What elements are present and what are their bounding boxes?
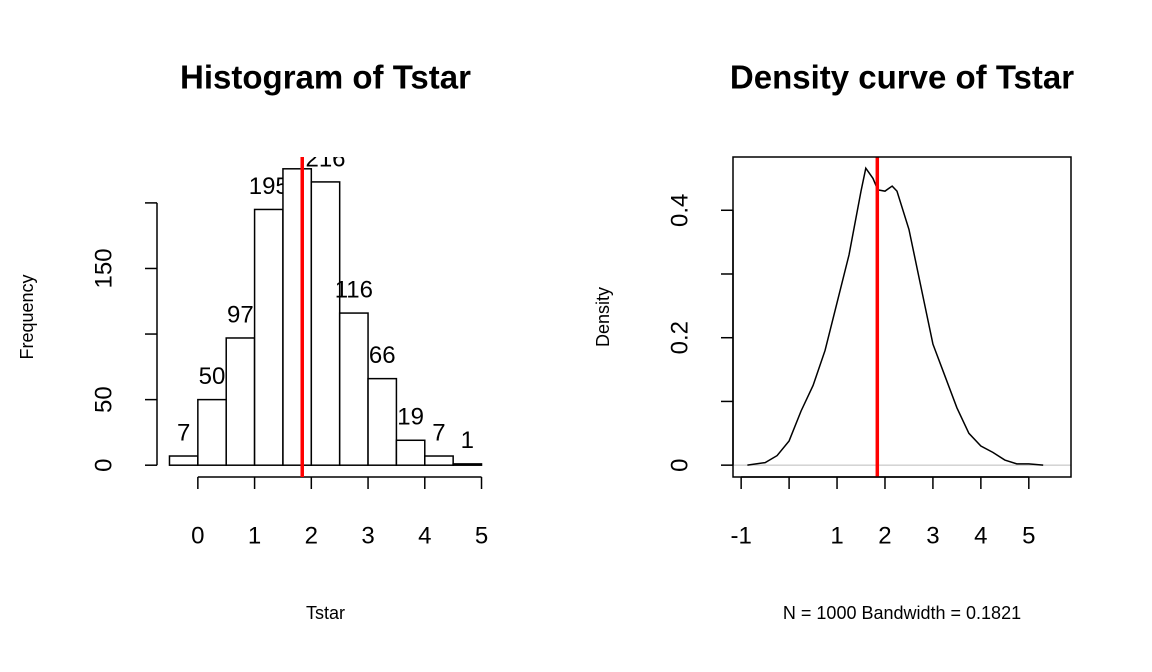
x-tick-label: 2 — [878, 522, 891, 549]
bar-value-label: 19 — [397, 404, 424, 431]
x-tick-label: 3 — [926, 522, 939, 549]
bar-value-label: 195 — [249, 173, 289, 200]
bar-value-label: 7 — [432, 419, 445, 446]
density-line — [747, 166, 1044, 466]
y-tick-label: 0 — [666, 458, 693, 471]
y-axis-label: Density — [593, 287, 613, 347]
bar — [197, 398, 227, 466]
x-tick-label: 3 — [361, 522, 374, 549]
bar — [424, 455, 454, 466]
bar-value-label: 216 — [305, 145, 345, 172]
bar-value-label: 226 — [277, 132, 317, 159]
x-axis-label: Tstar — [306, 603, 345, 623]
bar — [367, 377, 398, 466]
bar-value-label: 116 — [335, 276, 373, 303]
bar-value-label: 97 — [227, 301, 254, 328]
x-tick-label: 5 — [475, 522, 488, 549]
plot-frame — [732, 156, 1072, 478]
y-tick-label: 50 — [90, 386, 117, 413]
bar-value-label: 66 — [369, 342, 396, 369]
y-axis-label: Frequency — [17, 274, 37, 359]
bar — [395, 439, 426, 466]
bar — [452, 463, 483, 466]
bar-value-label: 7 — [177, 419, 190, 446]
bar-value-label: 1 — [461, 427, 474, 454]
bar — [282, 168, 313, 466]
bar — [225, 337, 256, 466]
bar — [253, 208, 284, 466]
chart-title: Histogram of Tstar — [180, 59, 471, 96]
x-tick-label: 0 — [191, 522, 204, 549]
bar-value-label: 50 — [199, 363, 226, 390]
x-tick-label: 1 — [248, 522, 261, 549]
y-tick-label: 0.2 — [666, 321, 693, 354]
chart-title: Density curve of Tstar — [730, 59, 1074, 96]
y-tick-label: 150 — [90, 248, 117, 288]
x-tick-label: 5 — [1022, 522, 1035, 549]
plot-area: 75097195226216116661971 — [168, 132, 483, 477]
plot-area — [733, 157, 1071, 477]
x-axis-label: N = 1000 Bandwidth = 0.1821 — [783, 603, 1021, 623]
y-tick-label: 0.4 — [666, 194, 693, 227]
x-tick-label: -1 — [730, 522, 751, 549]
bar — [310, 181, 341, 466]
x-tick-label: 2 — [305, 522, 318, 549]
bar — [168, 455, 199, 466]
bar — [338, 312, 369, 466]
y-tick-label: 0 — [90, 459, 117, 472]
x-tick-label: 1 — [830, 522, 843, 549]
x-tick-label: 4 — [974, 522, 987, 549]
x-tick-label: 4 — [418, 522, 431, 549]
